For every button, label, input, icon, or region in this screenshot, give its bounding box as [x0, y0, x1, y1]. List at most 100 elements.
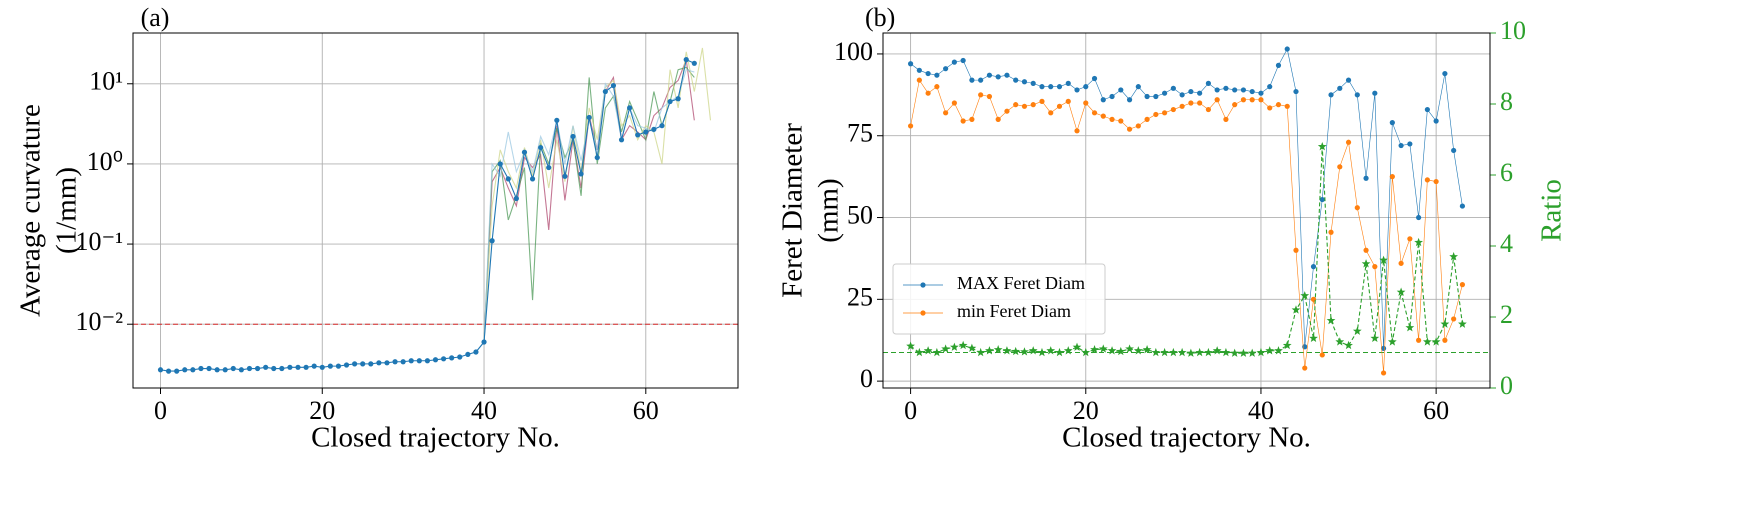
point — [1309, 333, 1318, 343]
point — [1223, 116, 1229, 122]
point — [1267, 105, 1273, 111]
point — [1179, 103, 1185, 109]
point — [271, 365, 277, 372]
point — [1291, 305, 1301, 314]
point — [1011, 346, 1021, 356]
point — [1065, 80, 1071, 86]
point — [594, 154, 600, 161]
point — [578, 171, 584, 177]
point — [1370, 333, 1380, 343]
point — [214, 367, 220, 373]
point — [1125, 344, 1134, 353]
point — [497, 161, 503, 167]
point — [174, 368, 180, 374]
point — [1056, 103, 1063, 109]
point — [1090, 345, 1099, 354]
point — [1126, 97, 1133, 103]
point — [449, 355, 455, 361]
point — [651, 126, 657, 132]
point — [489, 238, 495, 244]
y-axis-label: Average curvature — [15, 104, 47, 317]
point — [1098, 344, 1108, 353]
point — [1168, 347, 1178, 357]
point — [943, 66, 949, 72]
point — [335, 363, 342, 369]
point — [1197, 100, 1203, 106]
point — [1039, 84, 1045, 90]
point — [618, 137, 625, 143]
point — [659, 123, 665, 129]
point — [1083, 100, 1089, 106]
point — [1100, 113, 1106, 119]
point — [1267, 84, 1273, 90]
point — [906, 341, 915, 350]
point — [1247, 348, 1257, 357]
point — [1335, 337, 1345, 346]
point — [1214, 87, 1220, 93]
point — [1274, 346, 1283, 355]
point — [1407, 141, 1413, 147]
point — [1352, 326, 1362, 335]
point — [1186, 348, 1196, 357]
point — [1337, 164, 1343, 170]
point — [1407, 236, 1413, 242]
point — [554, 117, 560, 123]
point — [1275, 62, 1282, 68]
point — [1100, 97, 1106, 103]
point — [1028, 346, 1038, 355]
legend-marker — [920, 310, 926, 316]
legend-marker — [920, 282, 926, 288]
legend-label: min Feret Diam — [957, 301, 1071, 321]
point — [1170, 85, 1176, 91]
point — [1212, 346, 1222, 355]
point — [1091, 110, 1098, 116]
y-tick-label: 10¹ — [89, 67, 123, 96]
point — [667, 98, 673, 105]
point — [1188, 88, 1194, 95]
point — [1107, 346, 1117, 355]
point — [1293, 88, 1299, 95]
point — [1372, 264, 1378, 270]
point — [287, 364, 293, 370]
point — [1310, 264, 1317, 270]
point — [951, 100, 957, 106]
point — [993, 345, 1003, 354]
y-axis-label: (mm) — [813, 178, 845, 242]
plot-area — [133, 47, 738, 374]
point — [1109, 93, 1115, 100]
point — [1459, 282, 1466, 288]
y-tick-label: 10⁻² — [75, 307, 123, 336]
y2-tick-label: 4 — [1500, 229, 1513, 258]
point — [969, 116, 975, 122]
point — [951, 59, 957, 65]
series-line — [910, 48, 1463, 349]
point — [1002, 346, 1012, 355]
point — [1030, 102, 1036, 108]
y-tick-label: 10⁰ — [87, 147, 123, 176]
point — [907, 123, 914, 129]
point — [1326, 315, 1336, 325]
point — [263, 364, 269, 370]
point — [473, 349, 479, 355]
point — [969, 77, 975, 83]
point — [1416, 337, 1422, 343]
point — [1081, 347, 1091, 357]
point — [465, 351, 471, 358]
point — [157, 367, 164, 373]
point — [1153, 93, 1159, 100]
point — [1433, 178, 1439, 185]
point — [643, 129, 649, 135]
x-tick-label: 0 — [904, 396, 917, 425]
point — [1258, 90, 1264, 96]
point — [907, 61, 914, 67]
point — [1284, 103, 1290, 109]
x-tick-label: 40 — [471, 396, 497, 425]
point — [1205, 106, 1211, 113]
point — [1414, 237, 1423, 247]
point — [1013, 102, 1019, 108]
point — [1030, 80, 1036, 86]
point — [1116, 346, 1126, 356]
point — [1144, 93, 1150, 100]
x-tick-label: 20 — [309, 396, 335, 425]
point — [635, 132, 641, 138]
